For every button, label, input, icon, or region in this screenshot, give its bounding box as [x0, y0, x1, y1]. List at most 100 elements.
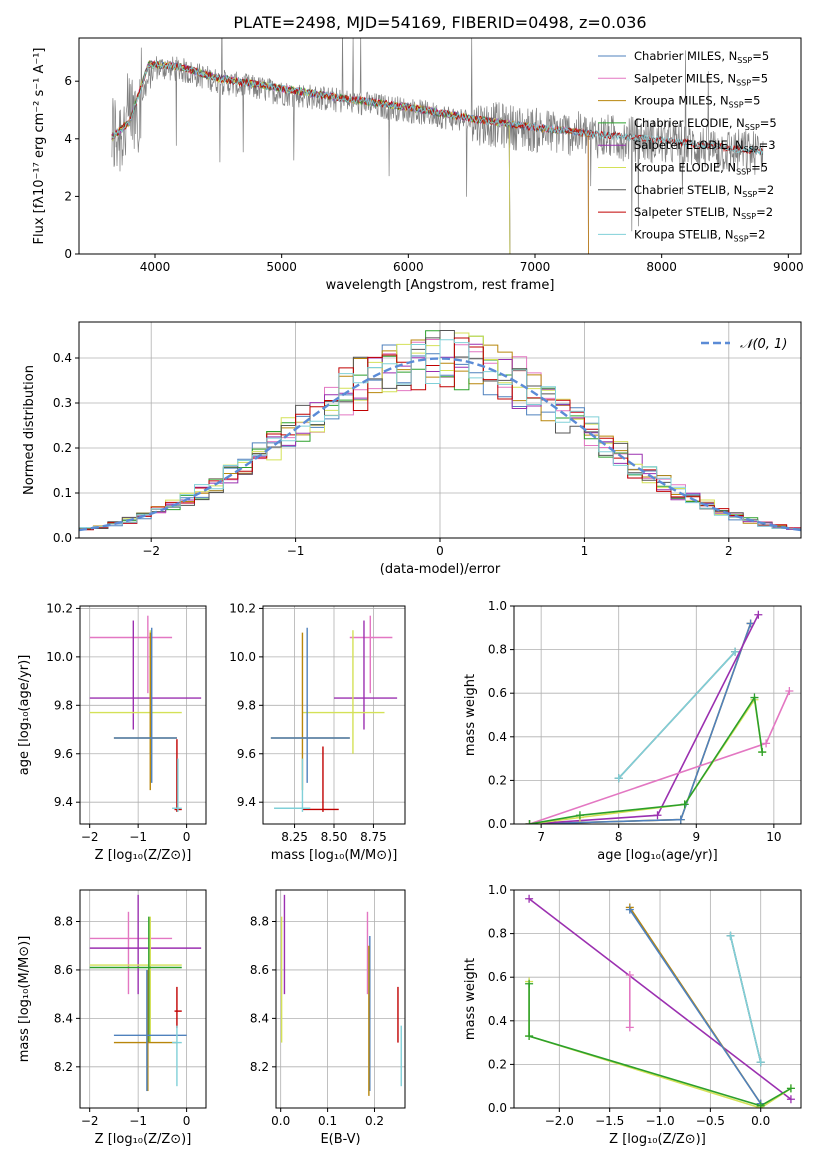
data-point — [525, 979, 534, 988]
y-tick-label: 9.8 — [54, 698, 73, 712]
figure-title: PLATE=2498, MJD=54169, FIBERID=0498, z=0… — [233, 13, 646, 32]
grid-lines — [263, 606, 405, 824]
y-axis-label: mass weight — [463, 674, 478, 756]
grid-lines — [80, 890, 206, 1108]
y-tick-label: 0.2 — [53, 441, 72, 455]
grid-lines — [276, 890, 405, 1108]
x-tick-label: 6000 — [393, 260, 424, 274]
legend-entry: 𝒩(0, 1) — [740, 337, 787, 352]
x-tick-label: 0 — [183, 830, 191, 844]
y-tick-label: 9.8 — [237, 698, 256, 712]
error-bar-chabrier-miles — [113, 969, 187, 1092]
y-tick-label: 0.0 — [488, 1101, 507, 1115]
data-point — [756, 1101, 765, 1108]
data-point — [726, 931, 735, 940]
axes-frame — [513, 889, 802, 1109]
x-tick-label: 0.0 — [751, 1114, 770, 1128]
y-tick-label: 9.4 — [237, 795, 256, 809]
x-tick-label: 10 — [766, 830, 781, 844]
x-tick-label: −1.5 — [595, 1114, 624, 1128]
y-tick-label: 8.8 — [54, 914, 73, 928]
grid-lines — [80, 606, 206, 824]
y-axis-label: Flux [fλ10⁻¹⁷ erg cm⁻² s⁻¹ A⁻¹] — [32, 48, 47, 245]
error-bar-kroupa-stelib — [274, 758, 311, 812]
x-tick-label: 1 — [581, 544, 589, 558]
axis-ticks: 8.25 8.50 8.75 9.4 9.6 9.8 10.0 10.2 — [229, 601, 387, 844]
series-line — [629, 909, 762, 1105]
series-line — [529, 623, 752, 824]
y-tick-label: 0.2 — [488, 1057, 507, 1071]
mass-weight-vs-age-panel: 7 8 9 10 0.0 0.2 0.4 0.6 0.8 1.0 age [log₁₀(age/yr… — [463, 599, 802, 863]
x-axis-label: Z [log₁₀(Z/Z⊙)] — [95, 848, 192, 863]
series-line — [529, 614, 760, 824]
series-line — [529, 623, 752, 824]
y-tick-label: 0.0 — [53, 531, 72, 545]
data-point — [625, 971, 634, 980]
legend-entry: Chabrier STELIB, NSSP=2 — [634, 183, 774, 199]
x-tick-label: 5000 — [266, 260, 297, 274]
x-tick-label: 8000 — [646, 260, 677, 274]
series-kroupa-stelib — [726, 931, 765, 1067]
data-point — [525, 1032, 534, 1041]
x-tick-label: 8.25 — [281, 830, 308, 844]
error-bar-kroupa-miles — [113, 632, 177, 791]
x-tick-label: 0 — [436, 544, 444, 558]
data-point — [785, 687, 794, 696]
data-point — [762, 739, 771, 748]
series-salpeter-miles — [625, 971, 634, 1032]
y-tick-label: 10.0 — [46, 650, 73, 664]
data-point — [525, 820, 534, 824]
x-axis-label: wavelength [Angstrom, rest frame] — [326, 278, 555, 293]
axes-frame — [78, 321, 802, 539]
legend-entry: Kroupa MILES, NSSP=5 — [634, 94, 760, 110]
y-tick-label: 9.4 — [54, 795, 73, 809]
series-kroupa-miles — [525, 619, 755, 824]
legend-entry: Kroupa ELODIE, NSSP=5 — [634, 161, 768, 177]
error-bar-salpeter-stelib — [174, 986, 182, 1029]
series-line — [529, 695, 763, 824]
plot-area — [89, 615, 202, 812]
data-point — [754, 610, 763, 619]
data-point — [786, 1084, 795, 1093]
x-tick-label: −1 — [287, 544, 305, 558]
model-spectrum-kroupa-miles — [111, 59, 589, 254]
series-salpeter-elodie — [525, 610, 763, 824]
error-bar-salpeter-elodie — [89, 894, 202, 995]
data-point — [786, 1095, 795, 1104]
data-point — [525, 894, 534, 903]
spectrum-legend: Chabrier MILES, NSSP=5 Salpeter MILES, NS… — [598, 49, 777, 243]
axes-frame — [262, 605, 406, 825]
age-vs-mass-panel: 8.25 8.50 8.75 9.4 9.6 9.8 10.0 10.2 mass [log₁₀… — [229, 601, 406, 863]
axes-frame — [79, 889, 207, 1109]
y-axis-label: mass [log₁₀(M/M⊙)] — [17, 936, 32, 1063]
model-spectrum-kroupa-stelib — [111, 60, 763, 155]
mass-weight-vs-metallicity-panel: −2.0 −1.5 −1.0 −0.5 0.0 0.0 0.2 0.4 0.6 0.8 1.0 Z [… — [463, 883, 802, 1147]
axes-frame — [78, 37, 802, 255]
x-axis-label: Z [log₁₀(Z/Z⊙)] — [95, 1132, 192, 1147]
series-line — [618, 651, 736, 779]
x-axis-label: age [log₁₀(age/yr)] — [597, 848, 718, 863]
y-tick-label: 0.1 — [53, 486, 72, 500]
residual-histogram-panel: −2 −1 0 1 2 0.0 0.1 0.2 0.3 0.4 (data-model)/error… — [22, 321, 802, 577]
legend-entry: Salpeter STELIB, NSSP=2 — [634, 205, 773, 221]
error-bar-kroupa-miles — [270, 632, 350, 791]
x-axis-label: E(B-V) — [320, 1132, 360, 1147]
error-bar-kroupa-elodie — [89, 916, 182, 1043]
legend-entry: Salpeter ELODIE, NSSP=3 — [634, 138, 776, 154]
model-spectrum-chabrier-miles — [111, 60, 589, 254]
y-tick-label: 9.6 — [54, 747, 73, 761]
x-tick-label: 0 — [183, 1114, 191, 1128]
y-tick-label: 9.6 — [237, 747, 256, 761]
data-point — [614, 774, 623, 783]
axis-ticks: −2.0 −1.5 −1.0 −0.5 0.0 0.0 0.2 0.4 0.6 0.8 1.0 — [488, 883, 770, 1128]
y-tick-label: 0.3 — [53, 396, 72, 410]
series-line — [529, 697, 763, 824]
error-bar-salpeter-miles — [349, 615, 393, 694]
series-chabrier-elodie — [525, 693, 767, 824]
axes-frame — [275, 889, 406, 1109]
data-point — [680, 800, 689, 809]
error-bar-salpeter-elodie — [89, 620, 202, 730]
series-line — [529, 690, 791, 824]
series-line — [528, 983, 792, 1107]
